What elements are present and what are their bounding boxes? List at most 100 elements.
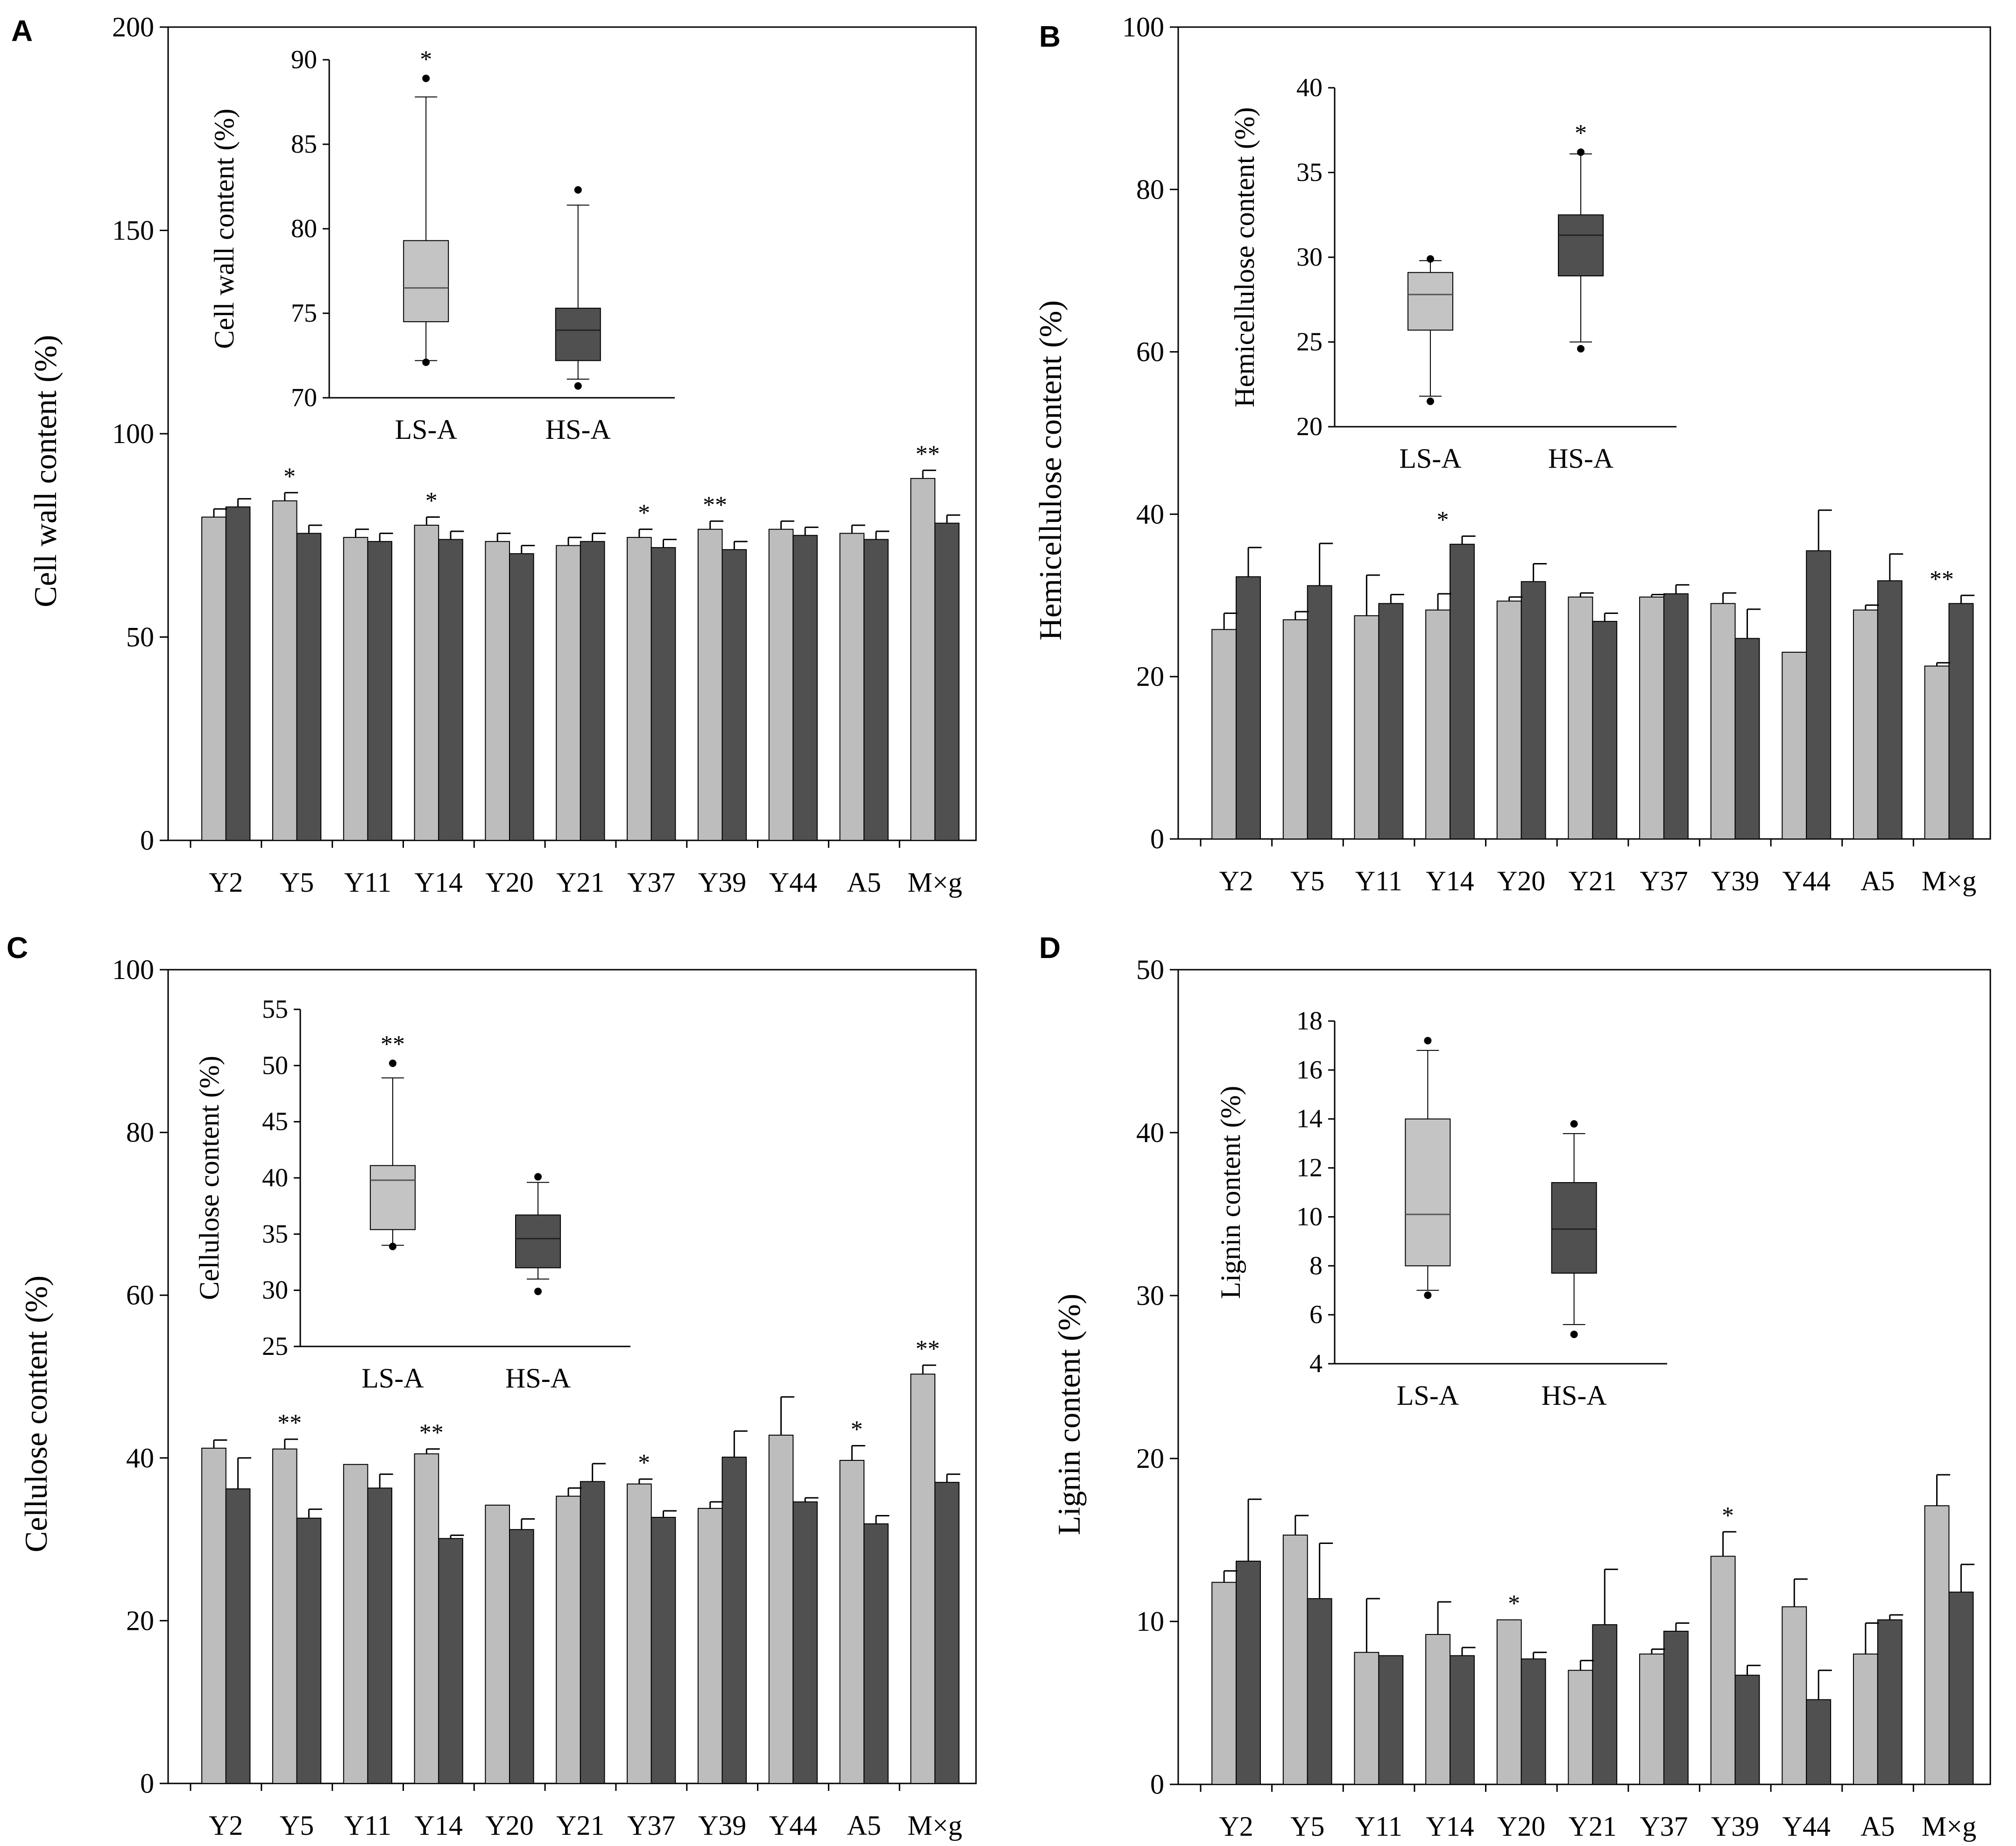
- bar-ls-y11: [343, 1464, 368, 1784]
- x-tick-label: Y39: [1711, 866, 1759, 896]
- x-tick-label: Y20: [485, 867, 533, 898]
- significance-mark: *: [638, 1450, 650, 1476]
- bar-hs-y20: [1521, 1658, 1546, 1785]
- y-tick-label: 0: [140, 1768, 154, 1799]
- bar-ls-y14: [414, 524, 439, 841]
- bar-hs-y37: [651, 547, 676, 841]
- x-tick-label: Y21: [556, 1810, 604, 1841]
- y-tick-label: 10: [1136, 1606, 1164, 1637]
- outlier-point: [1424, 1036, 1432, 1044]
- inset-significance: *: [1575, 120, 1587, 147]
- bar-hs-y44: [792, 535, 818, 841]
- bar-hs-y39: [722, 549, 747, 841]
- x-tick-label: Y21: [1569, 866, 1617, 896]
- bar-ls-y37: [1639, 1653, 1664, 1785]
- inset-group-label: HS-A: [1548, 443, 1613, 474]
- x-tick-label: Y21: [556, 867, 604, 898]
- x-tick-label: Y44: [769, 1810, 817, 1841]
- bar-hs-mxg: [1948, 603, 1974, 839]
- bar-hs-y14: [1450, 1655, 1475, 1785]
- bar-ls-y5: [1282, 619, 1308, 839]
- bar-ls-y20: [1496, 600, 1522, 840]
- significance-mark: **: [419, 1420, 444, 1446]
- inset-group-label: LS-A: [361, 1363, 424, 1394]
- outlier-point: [1570, 1120, 1578, 1128]
- bar-ls-y5: [272, 500, 297, 841]
- bar-ls-y14: [1425, 1634, 1451, 1785]
- x-tick-label: Y2: [1219, 866, 1253, 896]
- bar-ls-y44: [768, 1434, 794, 1784]
- y-tick-label: 50: [126, 622, 154, 653]
- inset-y-tick-label: 90: [291, 45, 317, 74]
- panel-a: 0 50 100 150 200 Cell wall content (%) Y2 * Y5 Y1…: [28, 12, 977, 898]
- bar-ls-mxg: [1924, 665, 1950, 840]
- outlier-point: [1577, 345, 1585, 353]
- significance-mark: *: [851, 1416, 863, 1443]
- bar-ls-y20: [485, 1504, 510, 1784]
- inset-boxplot: 4 6 8 10 12 14 16 18 Lignin content (%) LS-A HS-A: [1215, 1007, 1667, 1411]
- x-tick-label: Y2: [209, 1810, 243, 1841]
- inset-y-tick-label: 4: [1309, 1349, 1323, 1378]
- inset-group-label: HS-A: [505, 1363, 571, 1394]
- significance-mark: **: [277, 1410, 302, 1437]
- x-tick-label: Y14: [1426, 1811, 1474, 1842]
- inset-y-tick-label: 85: [291, 130, 317, 159]
- inset-significance: **: [381, 1031, 405, 1058]
- inset-y-tick-label: 40: [1296, 73, 1323, 102]
- bar-ls-y21: [1568, 1670, 1593, 1785]
- box-hs-a: [1551, 1182, 1597, 1274]
- inset-y-tick-label: 12: [1296, 1154, 1323, 1183]
- y-tick-label: 0: [140, 825, 154, 856]
- y-tick-label: 100: [112, 418, 154, 449]
- bar-ls-y5: [1282, 1535, 1308, 1785]
- bar-ls-y44: [1782, 1606, 1807, 1785]
- inset-boxplot: 25 30 35 40 45 50 55 Cellulose content (%) ** LS-…: [194, 995, 630, 1394]
- y-tick-label: 100: [112, 954, 154, 985]
- bar-hs-y39: [1734, 638, 1760, 840]
- inset-y-axis-label: Hemicellulose content (%): [1229, 107, 1260, 407]
- bar-hs-a5: [863, 539, 889, 841]
- bar-hs-y20: [509, 553, 534, 841]
- x-tick-label: Y39: [698, 1810, 746, 1841]
- bar-ls-y11: [1354, 1652, 1379, 1785]
- bar-ls-y44: [1782, 652, 1807, 840]
- y-tick-label: 60: [1136, 337, 1164, 367]
- outlier-point: [1577, 148, 1585, 156]
- bar-hs-y14: [438, 539, 463, 841]
- inset-y-tick-label: 14: [1296, 1105, 1323, 1134]
- y-tick-label: 50: [1136, 954, 1164, 985]
- x-tick-label: A5: [1860, 1811, 1895, 1842]
- y-tick-label: 150: [112, 215, 154, 246]
- bar-hs-y14: [1450, 543, 1475, 840]
- bar-hs-y21: [580, 541, 605, 841]
- x-tick-label: Y20: [1497, 866, 1545, 896]
- inset-y-tick-label: 30: [262, 1276, 288, 1305]
- bar-hs-y2: [1236, 1560, 1261, 1785]
- inset-y-tick-label: 18: [1296, 1007, 1323, 1036]
- x-tick-label: Y14: [1426, 866, 1474, 896]
- significance-mark: *: [425, 488, 438, 514]
- bar-hs-y21: [580, 1481, 605, 1784]
- bar-hs-a5: [1877, 1619, 1903, 1785]
- outlier-point: [1426, 255, 1434, 263]
- inset-y-tick-label: 30: [1296, 243, 1323, 272]
- bar-hs-a5: [863, 1523, 889, 1784]
- y-tick-label: 40: [126, 1443, 154, 1473]
- bar-hs-y44: [1806, 550, 1832, 839]
- significance-mark: *: [1436, 507, 1449, 533]
- inset-group-label: LS-A: [1397, 1380, 1459, 1411]
- bar-hs-y20: [509, 1529, 534, 1784]
- bar-ls-y39: [697, 1508, 723, 1784]
- significance-mark: *: [1722, 1502, 1734, 1529]
- x-tick-label: Y14: [415, 867, 463, 898]
- bar-hs-y37: [1663, 593, 1689, 839]
- box-hs-a: [555, 308, 601, 361]
- y-tick-label: 40: [1136, 1117, 1164, 1148]
- y-axis-label: Lignin content (%): [1051, 1294, 1087, 1535]
- outlier-point: [422, 74, 430, 82]
- bar-ls-a5: [839, 533, 865, 841]
- inset-y-tick-label: 20: [1296, 412, 1323, 441]
- inset-group-label: HS-A: [1542, 1380, 1607, 1411]
- x-tick-label: Y2: [209, 867, 243, 898]
- bar-hs-y37: [1663, 1630, 1689, 1785]
